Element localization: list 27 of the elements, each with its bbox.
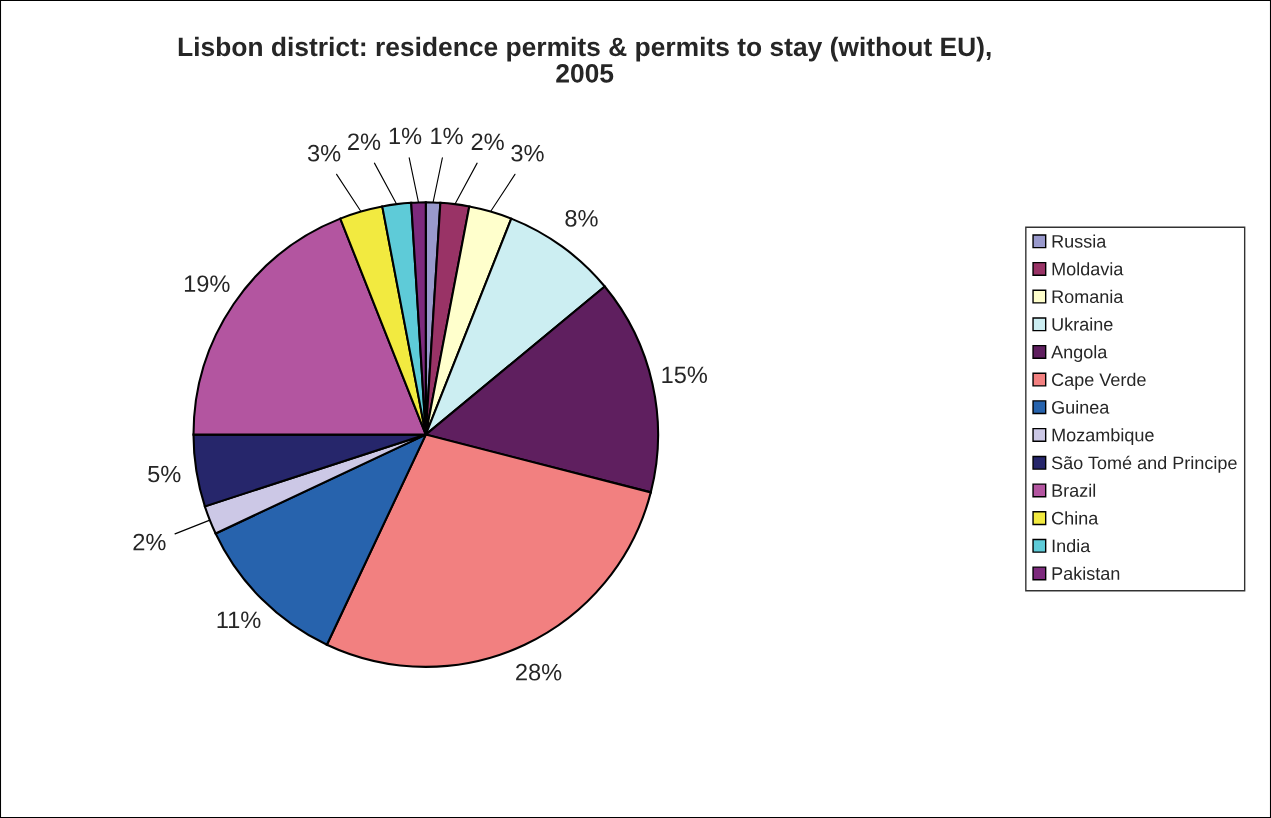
data-label: 2%	[471, 133, 504, 151]
data-label: 1%	[431, 127, 463, 145]
legend-label: Romania	[1052, 289, 1124, 304]
legend-label: São Tomé and Principe	[1051, 455, 1237, 473]
legend-label: China	[1052, 511, 1099, 525]
data-label: 2%	[348, 133, 381, 151]
data-label: 8%	[565, 209, 598, 227]
legend-label: India	[1052, 539, 1091, 553]
legend-label: Mozambique	[1052, 428, 1154, 445]
legend-label: Ukraine	[1052, 317, 1113, 331]
legend-label: Guinea	[1052, 400, 1110, 414]
data-label: 11%	[217, 611, 261, 629]
data-label: 3%	[511, 144, 544, 162]
legend-label: Cape Verde	[1052, 372, 1146, 390]
legend-label: Russia	[1052, 234, 1107, 248]
data-label: 28%	[516, 663, 562, 681]
legend-label: Angola	[1051, 345, 1108, 362]
legend-label: Moldavia	[1052, 262, 1124, 276]
data-label: 2%	[133, 533, 166, 551]
legend-label: Brazil	[1052, 483, 1096, 497]
data-label: 19%	[184, 275, 230, 293]
data-label: 15%	[662, 366, 707, 384]
data-label: 1%	[389, 127, 422, 145]
chart-title: Lisbon district: residence permits & permits to stay (without EU), 2005	[178, 36, 991, 83]
data-label: 3%	[307, 144, 341, 162]
legend-label: Pakistan	[1052, 566, 1120, 580]
data-label: 5%	[148, 465, 181, 483]
